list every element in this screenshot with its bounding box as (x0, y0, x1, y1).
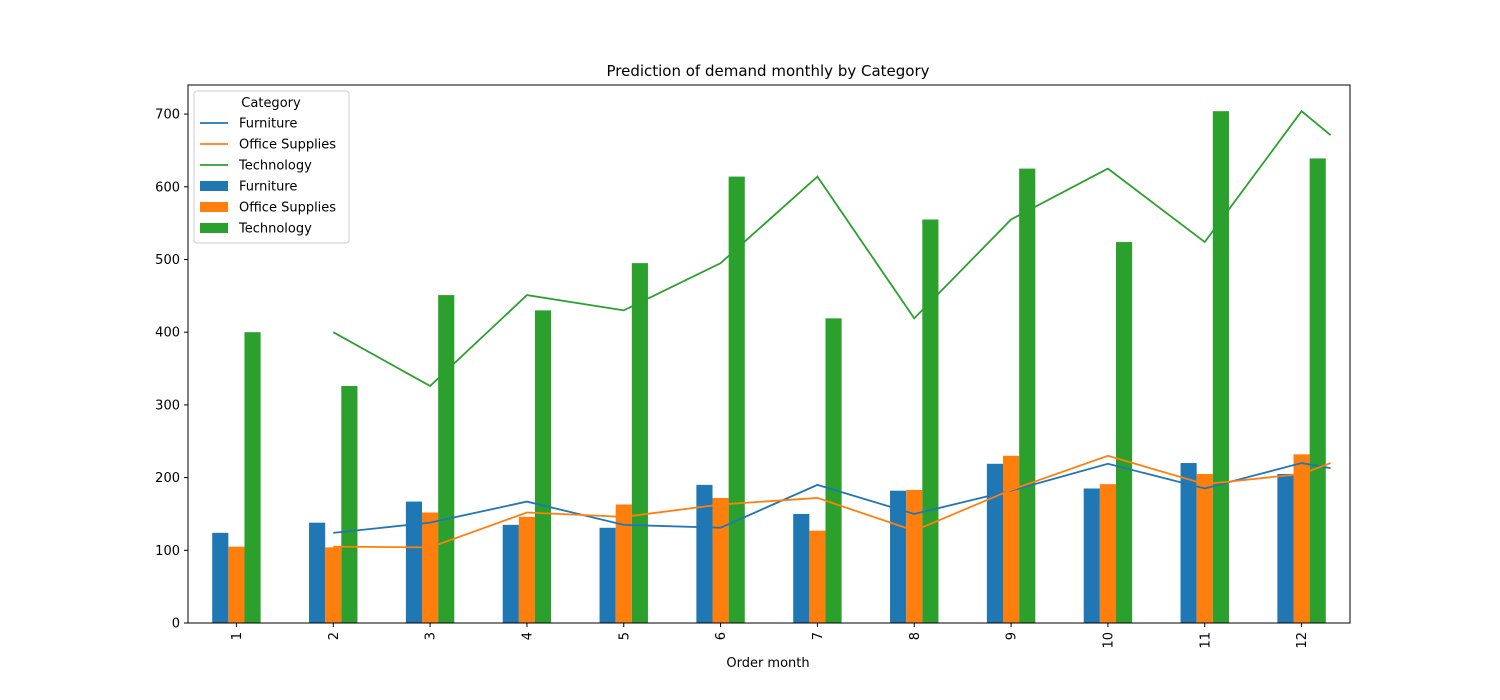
bar-technology-11 (1212, 111, 1229, 623)
x-tick-label: 7 (811, 632, 826, 640)
bar-office-supplies-1 (228, 546, 245, 623)
y-tick-label: 200 (155, 471, 180, 486)
bar-furniture-2 (309, 522, 326, 623)
bar-technology-2 (341, 385, 358, 623)
plot-frame (187, 84, 1351, 624)
legend-entry-label: Furniture (239, 117, 297, 132)
legend-entry-label: Technology (238, 222, 312, 237)
bar-technology-3 (438, 295, 455, 623)
bar-office-supplies-7 (809, 530, 826, 623)
chart-title: Prediction of demand monthly by Category (606, 62, 929, 80)
y-tick-label: 0 (172, 617, 180, 632)
bar-furniture-12 (1277, 473, 1294, 623)
line-furniture (333, 462, 1331, 534)
bar-technology-9 (1019, 168, 1036, 623)
x-tick-label: 9 (1005, 632, 1020, 640)
legend-title: Category (241, 96, 301, 111)
y-tick-label: 600 (155, 180, 180, 195)
bar-furniture-4 (502, 524, 519, 623)
lines-layer (332, 109, 1332, 549)
legend: Category Furniture Office Supplies Technolo… (193, 90, 350, 244)
bar-technology-7 (825, 318, 842, 623)
bar-technology-8 (922, 219, 939, 623)
bar-furniture-3 (405, 501, 423, 623)
y-tick-label: 700 (155, 108, 180, 123)
bar-furniture-7 (793, 513, 810, 623)
bar-furniture-10 (1083, 488, 1100, 623)
x-tick-label: 4 (520, 632, 535, 640)
bar-technology-12 (1309, 158, 1326, 623)
y-tick-label: 100 (155, 544, 180, 559)
legend-bar-swatch (200, 202, 228, 212)
bar-office-supplies-12 (1293, 454, 1310, 623)
bar-furniture-1 (212, 532, 229, 623)
y-tick-label: 300 (155, 398, 180, 413)
bar-office-supplies-5 (615, 504, 632, 623)
line-office-supplies (333, 454, 1331, 549)
x-tick-label: 8 (908, 632, 923, 640)
x-tick-label: 1 (230, 632, 245, 640)
y-tick-label: 500 (155, 253, 180, 268)
bar-technology-1 (244, 332, 261, 623)
x-axis-label: Order month (726, 656, 809, 671)
legend-bar-swatch (200, 223, 228, 233)
bar-office-supplies-3 (422, 512, 439, 623)
x-tick-label: 11 (1198, 632, 1213, 649)
x-tick-label: 5 (617, 632, 632, 640)
x-tick-label: 2 (327, 632, 342, 640)
bar-furniture-9 (986, 463, 1004, 623)
bar-technology-4 (534, 310, 552, 623)
legend-box (193, 90, 350, 244)
legend-entry-label: Furniture (239, 180, 297, 195)
bar-office-supplies-10 (1099, 484, 1116, 623)
x-tick-label: 10 (1101, 632, 1116, 649)
bar-office-supplies-8 (906, 489, 923, 623)
bar-technology-5 (631, 263, 648, 623)
x-tick-label: 6 (714, 632, 729, 640)
bar-office-supplies-2 (325, 547, 342, 623)
x-tick-label: 12 (1295, 632, 1310, 649)
x-tick-label: 3 (424, 632, 439, 640)
legend-entry-label: Technology (238, 159, 312, 174)
bar-office-supplies-9 (1003, 455, 1020, 623)
bar-office-supplies-4 (518, 516, 535, 623)
legend-bar-swatch (200, 181, 228, 191)
legend-entry-label: Office Supplies (239, 201, 336, 216)
bar-furniture-11 (1180, 463, 1197, 623)
bar-technology-6 (728, 176, 745, 623)
y-tick-label: 400 (155, 326, 180, 341)
bar-furniture-5 (599, 527, 616, 623)
bar-office-supplies-11 (1196, 473, 1213, 623)
bar-office-supplies-6 (712, 497, 729, 623)
bar-furniture-6 (696, 484, 713, 623)
line-technology (332, 109, 1332, 388)
bar-technology-10 (1115, 242, 1133, 623)
legend-entry-label: Office Supplies (239, 138, 336, 153)
